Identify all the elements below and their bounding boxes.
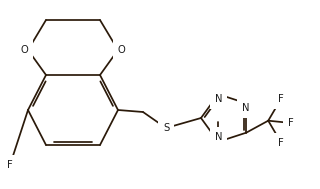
Text: F: F [288,118,294,128]
Text: S: S [163,123,169,133]
Text: O: O [118,45,126,55]
Text: N: N [243,103,250,113]
Text: N: N [214,94,222,104]
Text: N: N [214,132,222,142]
Text: F: F [278,94,284,104]
Text: O: O [20,45,28,55]
Text: F: F [278,138,284,148]
Text: F: F [7,160,13,170]
